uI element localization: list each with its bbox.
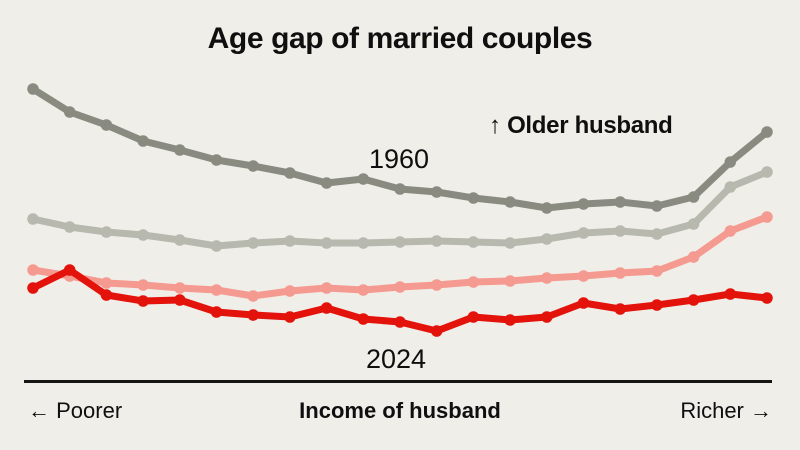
marker-unlabeled-light-gray: [394, 236, 406, 248]
series-label-1960: 1960: [369, 144, 430, 174]
marker-1960: [687, 191, 700, 203]
marker-unlabeled-pink: [724, 225, 737, 237]
marker-2024: [761, 292, 773, 304]
marker-unlabeled-light-gray: [430, 235, 443, 247]
marker-unlabeled-pink: [357, 284, 370, 296]
x-axis-line: [24, 380, 772, 383]
marker-1960: [724, 156, 737, 168]
marker-unlabeled-pink: [430, 279, 443, 291]
marker-unlabeled-pink: [761, 211, 773, 223]
marker-unlabeled-light-gray: [687, 218, 700, 230]
marker-2024: [614, 303, 626, 315]
marker-1960: [357, 173, 370, 185]
marker-unlabeled-light-gray: [614, 225, 626, 237]
marker-unlabeled-pink: [247, 290, 259, 302]
marker-unlabeled-light-gray: [467, 236, 480, 248]
marker-1960: [577, 198, 590, 210]
marker-1960: [63, 106, 76, 118]
marker-2024: [504, 314, 516, 326]
marker-1960: [320, 177, 333, 189]
marker-unlabeled-light-gray: [247, 237, 259, 249]
marker-unlabeled-light-gray: [284, 235, 296, 247]
marker-1960: [100, 119, 113, 131]
marker-unlabeled-light-gray: [100, 226, 113, 238]
older-husband-annotation: ↑ Older husband: [489, 112, 673, 139]
marker-unlabeled-pink: [100, 277, 113, 289]
marker-2024: [137, 295, 149, 307]
marker-unlabeled-light-gray: [651, 228, 663, 240]
marker-unlabeled-pink: [174, 282, 186, 294]
marker-2024: [541, 311, 553, 323]
marker-unlabeled-light-gray: [174, 234, 186, 246]
marker-unlabeled-light-gray: [761, 166, 773, 178]
marker-unlabeled-pink: [27, 264, 39, 276]
marker-unlabeled-pink: [467, 276, 480, 288]
marker-1960: [284, 167, 296, 179]
marker-1960: [467, 192, 480, 204]
marker-2024: [320, 302, 333, 314]
series-label-2024: 2024: [366, 344, 427, 374]
marker-2024: [174, 294, 186, 306]
marker-1960: [394, 183, 406, 195]
marker-unlabeled-pink: [320, 282, 333, 294]
marker-unlabeled-light-gray: [724, 181, 737, 193]
marker-unlabeled-light-gray: [210, 240, 223, 252]
marker-unlabeled-pink: [651, 265, 663, 277]
marker-unlabeled-light-gray: [357, 237, 370, 249]
marker-unlabeled-pink: [210, 284, 223, 296]
marker-unlabeled-pink: [687, 251, 700, 263]
marker-unlabeled-light-gray: [137, 229, 149, 241]
marker-2024: [651, 299, 663, 311]
chart-title: Age gap of married couples: [207, 22, 593, 55]
marker-2024: [687, 294, 700, 306]
marker-unlabeled-pink: [541, 272, 553, 284]
marker-2024: [467, 311, 480, 323]
marker-unlabeled-pink: [284, 285, 296, 297]
marker-unlabeled-light-gray: [541, 233, 553, 245]
marker-2024: [357, 313, 370, 325]
marker-unlabeled-light-gray: [63, 221, 76, 233]
marker-unlabeled-pink: [577, 270, 590, 282]
marker-unlabeled-light-gray: [27, 213, 39, 225]
marker-unlabeled-pink: [504, 275, 516, 287]
marker-1960: [27, 83, 39, 95]
x-axis-label-richer: Richer →: [680, 398, 772, 423]
marker-1960: [541, 202, 553, 214]
marker-unlabeled-light-gray: [577, 227, 590, 239]
marker-2024: [100, 289, 113, 301]
marker-2024: [577, 297, 590, 309]
marker-1960: [504, 196, 516, 208]
marker-2024: [63, 264, 76, 276]
marker-1960: [210, 154, 223, 166]
marker-1960: [614, 196, 626, 208]
marker-1960: [761, 126, 773, 138]
marker-2024: [430, 325, 443, 337]
marker-2024: [284, 311, 296, 323]
marker-1960: [430, 186, 443, 198]
marker-1960: [174, 144, 186, 156]
x-axis-label-income: Income of husband: [299, 398, 501, 423]
marker-2024: [27, 282, 39, 294]
marker-2024: [210, 306, 223, 318]
marker-1960: [137, 135, 149, 147]
marker-2024: [247, 309, 259, 321]
marker-2024: [394, 316, 406, 328]
marker-unlabeled-light-gray: [320, 237, 333, 249]
marker-unlabeled-pink: [394, 281, 406, 293]
marker-unlabeled-light-gray: [504, 237, 516, 249]
x-axis-label-poorer: ← Poorer: [28, 398, 123, 423]
marker-1960: [247, 160, 259, 172]
marker-unlabeled-pink: [137, 279, 149, 291]
marker-2024: [724, 288, 737, 300]
marker-unlabeled-pink: [614, 267, 626, 279]
x-axis-labels: ← Poorer Income of husband Richer →: [0, 398, 800, 428]
marker-1960: [651, 200, 663, 212]
